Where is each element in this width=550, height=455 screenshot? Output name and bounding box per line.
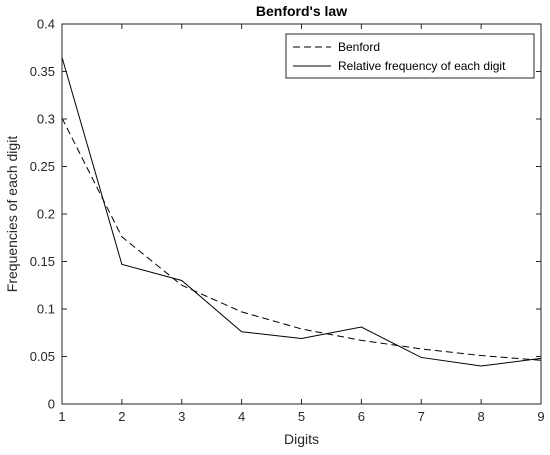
- y-tick-label: 0.1: [37, 302, 55, 317]
- x-tick-label: 6: [358, 409, 365, 424]
- y-tick-label: 0: [48, 397, 55, 412]
- series-layer: [61, 57, 542, 367]
- y-tick-label: 0.3: [37, 112, 55, 127]
- y-tick-label: 0.4: [37, 17, 55, 32]
- legend-box: [285, 33, 535, 79]
- plot-background: [62, 24, 541, 404]
- x-tick-label: 4: [238, 409, 245, 424]
- y-tick-label: 0.35: [30, 64, 55, 79]
- x-tick-label: 3: [178, 409, 185, 424]
- x-tick-label: 2: [118, 409, 125, 424]
- x-tick-label: 8: [478, 409, 485, 424]
- x-axis-title: Digits: [284, 431, 319, 447]
- x-tick-label: 5: [298, 409, 305, 424]
- x-tick-label: 7: [418, 409, 425, 424]
- y-tick-label: 0.25: [30, 159, 55, 174]
- y-tick-label: 0.2: [37, 207, 55, 222]
- y-tick-label: 0.15: [30, 254, 55, 269]
- ticks-layer: 1 2 3 4 5 6 7 8 9 0 0.05 0.1 0.15 0.2 0.25 0.3 0.35 0.4: [30, 17, 545, 425]
- y-tick-label: 0.05: [30, 349, 55, 364]
- series-line-benford: [61, 117, 542, 361]
- legend-label-relative-frequency-of-each-digit: Relative frequency of each digit: [338, 59, 506, 73]
- legend: Benford Relative frequency of each digit: [285, 33, 535, 79]
- chart-title: Benford's law: [256, 3, 347, 19]
- y-axis-title: Frequencies of each digit: [4, 136, 20, 293]
- plot-area: 1 2 3 4 5 6 7 8 9 0 0.05 0.1 0.15 0.2 0.25 0.3 0.35 0.4: [30, 17, 545, 425]
- series-line-relative-frequency-of-each-digit: [61, 57, 542, 367]
- x-tick-label: 9: [537, 409, 544, 424]
- x-tick-label: 1: [58, 409, 65, 424]
- legend-label-benford: Benford: [338, 40, 380, 54]
